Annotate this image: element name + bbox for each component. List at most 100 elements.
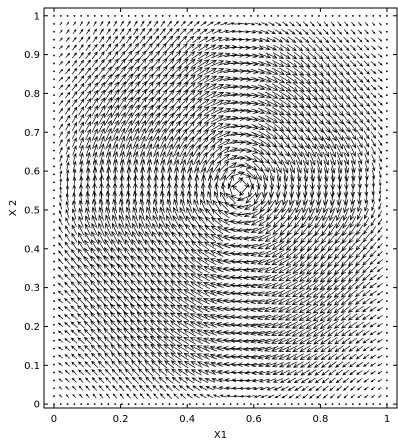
field-arrow	[64, 321, 71, 328]
field-arrow	[280, 208, 290, 221]
field-arrow	[125, 135, 132, 150]
field-arrow	[204, 122, 217, 132]
field-arrow	[170, 272, 182, 283]
field-arrow	[158, 376, 167, 384]
field-arrow	[376, 267, 383, 273]
field-arrow	[137, 351, 147, 361]
field-arrow	[236, 235, 252, 241]
field-arrow	[65, 114, 71, 123]
field-arrow	[140, 150, 146, 166]
field-arrow	[363, 370, 370, 375]
field-arrow	[319, 329, 332, 337]
field-arrow	[98, 104, 106, 117]
field-arrow	[147, 158, 152, 174]
field-arrow	[343, 152, 350, 166]
field-arrow	[321, 369, 330, 376]
field-arrow	[197, 106, 210, 116]
field-arrow	[362, 233, 370, 243]
field-arrow	[129, 311, 141, 323]
field-point	[372, 403, 375, 406]
field-arrow	[377, 234, 383, 241]
field-arrow	[298, 281, 312, 290]
field-arrow	[190, 90, 203, 100]
field-arrow	[90, 304, 100, 314]
field-point	[324, 403, 327, 406]
field-point	[53, 387, 55, 390]
field-arrow	[78, 51, 84, 59]
field-arrow	[258, 123, 272, 131]
field-arrow	[248, 175, 255, 190]
field-arrow	[376, 259, 383, 265]
field-arrow	[136, 327, 148, 338]
field-arrow	[363, 378, 370, 383]
field-arrow	[125, 206, 132, 221]
field-point	[53, 197, 55, 200]
field-arrow	[316, 175, 322, 191]
field-arrow	[112, 28, 118, 35]
field-arrow	[264, 290, 279, 297]
field-arrow	[104, 66, 112, 77]
field-arrow	[218, 153, 230, 164]
field-arrow	[172, 143, 180, 158]
field-arrow	[286, 59, 298, 68]
field-point	[250, 15, 252, 17]
field-arrow	[343, 144, 350, 158]
field-arrow	[238, 386, 249, 391]
field-arrow	[120, 158, 125, 174]
field-arrow	[236, 330, 252, 336]
field-arrow	[259, 386, 269, 391]
field-arrow	[376, 307, 383, 312]
field-point	[53, 331, 55, 334]
field-arrow	[64, 337, 71, 344]
field-arrow	[152, 35, 160, 44]
field-arrow	[292, 345, 305, 353]
field-point	[59, 15, 62, 17]
field-arrow	[300, 369, 310, 376]
field-arrow	[356, 91, 364, 100]
field-arrow	[258, 115, 272, 123]
field-arrow	[77, 256, 85, 267]
field-arrow	[351, 21, 355, 27]
field-arrow	[77, 329, 85, 337]
field-arrow	[371, 394, 375, 398]
field-arrow	[328, 128, 337, 142]
field-arrow	[273, 386, 283, 391]
field-arrow	[91, 214, 98, 229]
field-arrow	[111, 360, 119, 369]
field-arrow	[362, 338, 370, 344]
field-arrow	[113, 20, 118, 27]
field-arrow	[140, 20, 145, 27]
field-arrow	[238, 45, 251, 50]
field-arrow	[119, 143, 125, 158]
field-arrow	[364, 192, 369, 205]
field-arrow	[118, 214, 125, 229]
field-arrow	[176, 280, 189, 290]
field-arrow	[104, 104, 113, 117]
field-arrow	[364, 394, 369, 399]
field-arrow	[203, 67, 218, 75]
field-arrow	[259, 45, 271, 51]
field-arrow	[156, 279, 169, 291]
field-arrow	[106, 150, 112, 166]
field-arrow	[312, 272, 325, 283]
field-arrow	[335, 67, 344, 76]
field-arrow	[98, 135, 105, 150]
field-arrow	[77, 248, 85, 259]
field-arrow	[150, 360, 161, 369]
field-arrow	[306, 353, 318, 361]
field-arrow	[319, 296, 332, 306]
field-arrow	[307, 67, 318, 76]
field-arrow	[118, 58, 126, 69]
field-arrow	[273, 208, 283, 221]
field-arrow	[71, 232, 78, 243]
field-arrow	[279, 59, 292, 68]
field-arrow	[156, 295, 169, 306]
field-arrow	[59, 29, 63, 34]
field-arrow	[321, 74, 331, 84]
field-arrow	[204, 44, 217, 51]
field-arrow	[178, 43, 188, 52]
field-arrow	[78, 377, 84, 383]
field-arrow	[312, 304, 325, 314]
field-arrow	[170, 255, 182, 267]
field-arrow	[197, 240, 210, 251]
